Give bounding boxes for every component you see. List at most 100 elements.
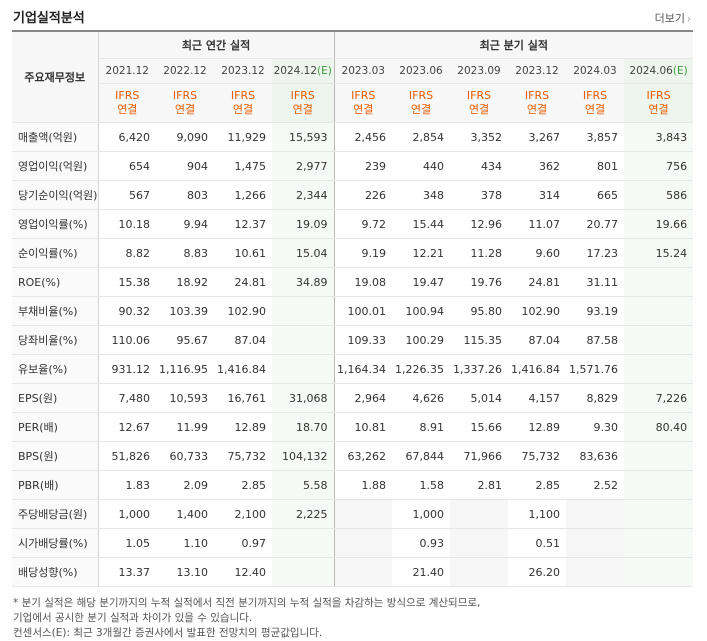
quarter-value-cell: 115.35 xyxy=(450,325,509,355)
annual-value-cell: 19.09 xyxy=(272,209,335,239)
annual-value-cell: 10.61 xyxy=(214,238,272,268)
quarter-value-cell: 100.94 xyxy=(392,296,451,326)
quarter-value-cell: 3,857 xyxy=(566,122,625,152)
annual-value-cell: 12.67 xyxy=(98,412,156,442)
annual-value-cell: 90.32 xyxy=(98,296,156,326)
quarter-value-cell xyxy=(334,528,393,558)
period-header: 2023.03 xyxy=(334,58,393,84)
quarter-value-cell xyxy=(450,499,509,529)
row-label: PBR(배) xyxy=(12,470,99,500)
quarter-value-cell: 31.11 xyxy=(566,267,625,297)
annual-value-cell: 1,116.95 xyxy=(156,354,214,384)
annual-value-cell: 567 xyxy=(98,180,156,210)
annual-value-cell: 6,420 xyxy=(98,122,156,152)
quarter-value-cell: 362 xyxy=(508,151,567,181)
period-header: 2023.12 xyxy=(508,58,567,84)
quarter-value-cell: 102.90 xyxy=(508,296,567,326)
quarter-value-cell: 93.19 xyxy=(566,296,625,326)
annual-header: 최근 연간 실적 xyxy=(98,30,335,59)
quarter-value-cell: 1.58 xyxy=(392,470,451,500)
table-row: 유보율(%) 931.12 1,116.95 1,416.84 1,164.34 1,22… xyxy=(12,354,694,384)
annual-value-cell xyxy=(272,296,335,326)
footnote: 기업에서 공시한 분기 실적과 차이가 있을 수 있습니다. xyxy=(13,612,253,624)
quarter-value-cell xyxy=(566,528,625,558)
basis-header: IFRS 연결 xyxy=(508,83,567,123)
quarter-value-cell xyxy=(334,499,393,529)
quarter-value-cell: 1,571.76 xyxy=(566,354,625,384)
row-label: PER(배) xyxy=(12,412,99,442)
quarter-value-cell: 100.01 xyxy=(334,296,393,326)
annual-value-cell xyxy=(272,557,335,587)
basis-header: IFRS 연결 xyxy=(566,83,625,123)
quarter-header: 최근 분기 실적 xyxy=(334,30,694,59)
row-label: 당좌비율(%) xyxy=(12,325,99,355)
quarter-value-cell: 80.40 xyxy=(624,412,694,442)
annual-value-cell: 2,344 xyxy=(272,180,335,210)
period-header: 2022.12 xyxy=(156,58,214,84)
annual-value-cell: 0.97 xyxy=(214,528,272,558)
table-row: 매출액(억원) 6,420 9,090 11,929 15,593 2,456 2,854 3… xyxy=(12,122,694,152)
quarter-value-cell: 756 xyxy=(624,151,694,181)
quarter-value-cell xyxy=(624,296,694,326)
annual-value-cell: 24.81 xyxy=(214,267,272,297)
quarter-value-cell xyxy=(566,499,625,529)
annual-value-cell: 13.10 xyxy=(156,557,214,587)
annual-value-cell: 803 xyxy=(156,180,214,210)
row-label: 부채비율(%) xyxy=(12,296,99,326)
quarter-value-cell: 2,456 xyxy=(334,122,393,152)
annual-value-cell: 31,068 xyxy=(272,383,335,413)
period-header: 2023.12 xyxy=(214,58,272,84)
annual-value-cell: 11.99 xyxy=(156,412,214,442)
quarter-value-cell: 378 xyxy=(450,180,509,210)
annual-value-cell: 11,929 xyxy=(214,122,272,152)
chevron-right-icon: › xyxy=(687,14,691,25)
quarter-value-cell: 1,416.84 xyxy=(508,354,567,384)
row-label: 주당배당금(원) xyxy=(12,499,99,529)
period-label: 2022.12 xyxy=(163,65,207,77)
quarter-value-cell: 2,854 xyxy=(392,122,451,152)
annual-value-cell: 9.94 xyxy=(156,209,214,239)
quarter-value-cell: 1,226.35 xyxy=(392,354,451,384)
basis-consolidation: 연결 xyxy=(410,103,432,116)
annual-value-cell: 18.70 xyxy=(272,412,335,442)
annual-value-cell: 1,475 xyxy=(214,151,272,181)
quarter-value-cell: 9.19 xyxy=(334,238,393,268)
basis-consolidation: 연결 xyxy=(117,103,138,116)
annual-value-cell xyxy=(272,528,335,558)
table-row: 당기순이익(억원) 567 803 1,266 2,344 226 348 378 314 665… xyxy=(12,180,694,210)
quarter-value-cell: 3,352 xyxy=(450,122,509,152)
quarter-value-cell: 1.88 xyxy=(334,470,393,500)
quarter-value-cell: 19.76 xyxy=(450,267,509,297)
quarter-value-cell: 17.23 xyxy=(566,238,625,268)
basis-consolidation: 연결 xyxy=(353,103,374,116)
basis-standard: IFRS xyxy=(582,89,608,102)
row-label: ROE(%) xyxy=(12,267,99,297)
period-label: 2023.06 xyxy=(399,65,443,77)
quarter-value-cell xyxy=(334,557,393,587)
annual-value-cell: 12.40 xyxy=(214,557,272,587)
quarter-value-cell: 348 xyxy=(392,180,451,210)
basis-consolidation: 연결 xyxy=(174,103,196,116)
quarter-value-cell: 19.47 xyxy=(392,267,451,297)
annual-value-cell: 34.89 xyxy=(272,267,335,297)
quarter-value-cell: 109.33 xyxy=(334,325,393,355)
quarter-value-cell: 1,337.26 xyxy=(450,354,509,384)
period-label: 2023.09 xyxy=(457,65,501,77)
row-label: 영업이익률(%) xyxy=(12,209,99,239)
quarter-value-cell: 3,843 xyxy=(624,122,694,152)
quarter-value-cell: 801 xyxy=(566,151,625,181)
more-link[interactable]: 더보기 › xyxy=(655,10,691,26)
annual-value-cell: 904 xyxy=(156,151,214,181)
quarter-value-cell: 586 xyxy=(624,180,694,210)
basis-standard: IFRS xyxy=(524,89,550,102)
period-label: 2024.03 xyxy=(573,65,617,77)
period-header: 2024.03 xyxy=(566,58,625,84)
annual-value-cell: 104,132 xyxy=(272,441,335,471)
quarter-value-cell: 11.28 xyxy=(450,238,509,268)
estimate-mark: (E) xyxy=(317,65,332,77)
table-header: 주요재무정보 최근 연간 실적 최근 분기 실적 2021.12 2022.12 2… xyxy=(12,30,694,123)
quarter-value-cell: 19.08 xyxy=(334,267,393,297)
row-label: 순이익률(%) xyxy=(12,238,99,268)
row-label: 당기순이익(억원) xyxy=(12,180,99,210)
basis-header: IFRS 연결 xyxy=(214,83,272,123)
